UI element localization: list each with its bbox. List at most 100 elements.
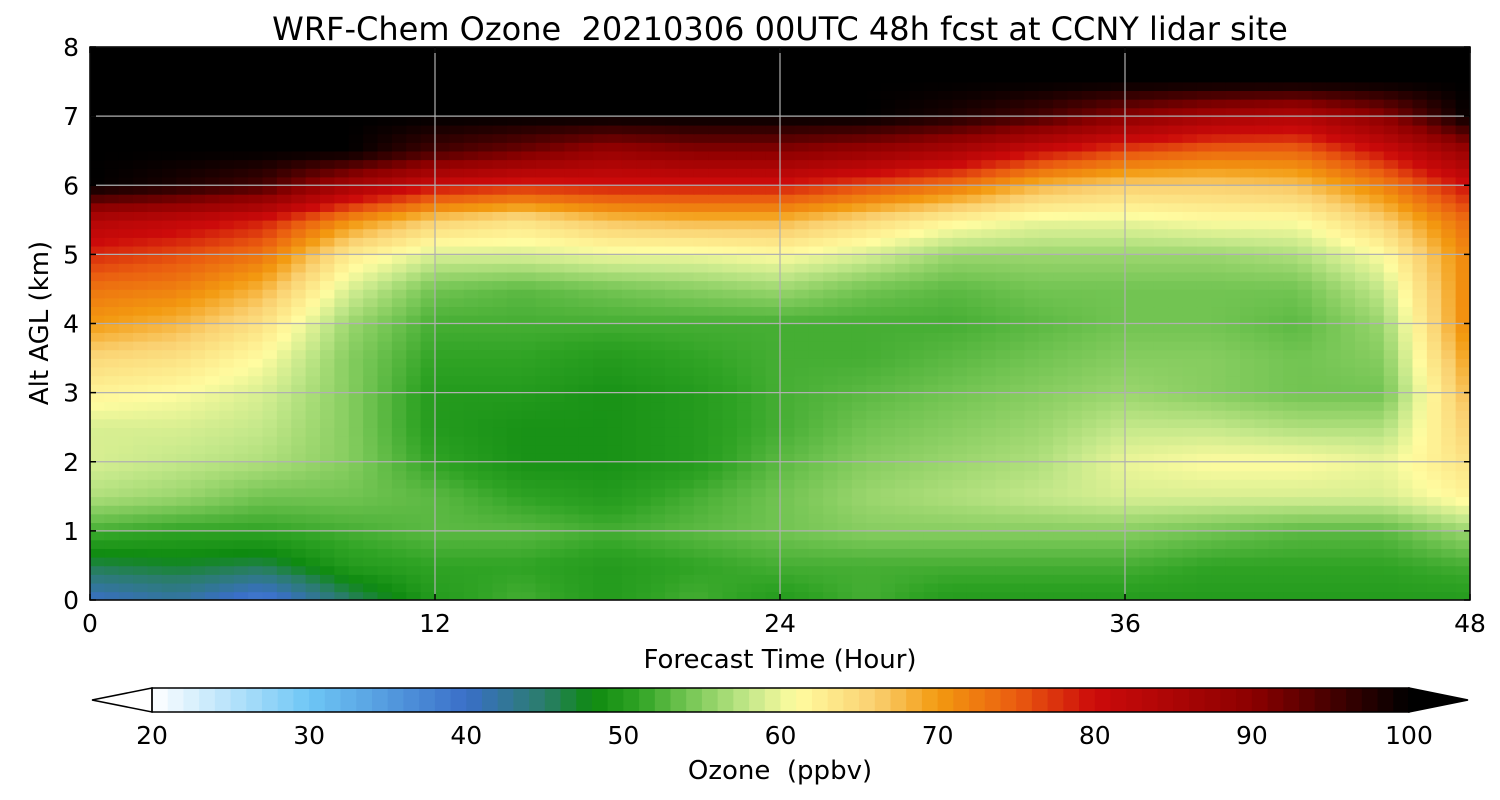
- heat-cell: [391, 574, 408, 584]
- heat-cell: [1383, 323, 1399, 333]
- heat-cell: [981, 332, 997, 342]
- heat-cell: [90, 513, 106, 524]
- heat-cell: [176, 418, 192, 428]
- heat-cell: [780, 548, 796, 558]
- heat-cell: [291, 444, 307, 454]
- heat-cell: [334, 237, 350, 247]
- heat-cell: [147, 288, 163, 299]
- heat-cell: [1254, 548, 1270, 558]
- heat-cell: [765, 479, 781, 489]
- heat-cell: [1412, 591, 1428, 600]
- heat-cell: [248, 288, 264, 299]
- heat-cell: [1010, 435, 1026, 446]
- heat-cell: [708, 548, 724, 558]
- heat-cell: [176, 211, 192, 221]
- heat-cell: [1383, 375, 1399, 385]
- heat-cell: [693, 366, 709, 377]
- heat-cell: [995, 237, 1011, 247]
- heat-cell: [233, 574, 249, 584]
- heat-cell: [1038, 591, 1054, 600]
- heat-cell: [377, 211, 393, 221]
- heat-cell: [1268, 323, 1284, 333]
- heat-cell: [1455, 565, 1470, 575]
- heat-cell: [636, 461, 652, 472]
- heat-cell: [205, 591, 221, 600]
- heat-cell: [305, 150, 321, 161]
- heat-cell: [492, 245, 508, 256]
- heat-cell: [1355, 211, 1371, 221]
- heat-cell: [1211, 418, 1227, 428]
- heat-cell: [535, 176, 551, 187]
- heat-cell: [564, 383, 580, 394]
- heat-cell: [780, 185, 796, 195]
- heat-cell: [823, 444, 839, 454]
- heat-cell: [1081, 237, 1098, 247]
- heat-cell: [1182, 340, 1198, 351]
- heat-cell: [1211, 280, 1227, 290]
- heat-cell: [248, 306, 264, 316]
- heat-cell: [1168, 427, 1184, 437]
- heat-cell: [1196, 150, 1213, 161]
- heat-cell: [679, 306, 695, 316]
- heat-cell: [305, 185, 321, 195]
- heat-cell: [348, 349, 364, 359]
- heat-cell: [550, 522, 566, 532]
- heat-cell: [952, 383, 968, 394]
- heat-cell: [1196, 435, 1213, 446]
- heat-cell: [219, 427, 235, 437]
- heat-cell: [233, 193, 249, 204]
- heat-cell: [1326, 383, 1342, 394]
- heat-cell: [435, 496, 451, 506]
- heat-cell: [363, 297, 379, 308]
- heat-cell: [291, 401, 307, 411]
- heat-cell: [578, 530, 594, 541]
- heat-cell: [665, 435, 681, 446]
- heat-cell: [1053, 167, 1069, 178]
- heat-cell: [794, 444, 810, 454]
- heat-cell: [765, 470, 781, 480]
- heat-cell: [923, 513, 939, 524]
- heat-cell: [305, 513, 321, 524]
- heat-cell: [276, 496, 293, 506]
- heat-cell: [1455, 297, 1470, 308]
- heat-cell: [161, 340, 178, 351]
- heat-cell: [708, 496, 724, 506]
- heat-cell: [550, 444, 566, 454]
- heat-cell: [176, 470, 192, 480]
- heat-cell: [1010, 461, 1026, 472]
- heat-cell: [248, 211, 264, 221]
- heat-cell: [981, 496, 997, 506]
- heat-cell: [1268, 522, 1284, 532]
- heat-cell: [133, 219, 149, 230]
- heat-cell: [1168, 332, 1184, 342]
- heat-cell: [1096, 548, 1112, 558]
- heat-cell: [1383, 496, 1399, 506]
- heat-cell: [463, 504, 479, 515]
- heat-cell: [837, 479, 853, 489]
- heat-cell: [665, 487, 681, 498]
- heat-cell: [751, 185, 767, 195]
- heat-cell: [1067, 392, 1083, 403]
- heat-cell: [521, 202, 537, 212]
- heat-cell: [1211, 513, 1227, 524]
- heat-cell: [851, 332, 868, 342]
- heat-cell: [248, 461, 264, 472]
- heat-cell: [636, 332, 652, 342]
- heat-cell: [161, 383, 178, 394]
- heat-cell: [722, 219, 738, 230]
- heat-cell: [765, 392, 781, 403]
- heat-cell: [449, 366, 465, 377]
- heat-cell: [1355, 323, 1371, 333]
- heat-cell: [535, 314, 551, 325]
- heat-cell: [636, 202, 652, 212]
- heat-cell: [1053, 479, 1069, 489]
- heat-cell: [463, 349, 479, 359]
- heat-cell: [1211, 202, 1227, 212]
- heat-cell: [1225, 375, 1241, 385]
- heat-cell: [435, 340, 451, 351]
- heat-cell: [1268, 513, 1284, 524]
- heat-cell: [1369, 409, 1385, 420]
- heat-cell: [1110, 349, 1126, 359]
- heat-cell: [348, 358, 364, 368]
- heat-cell: [219, 461, 235, 472]
